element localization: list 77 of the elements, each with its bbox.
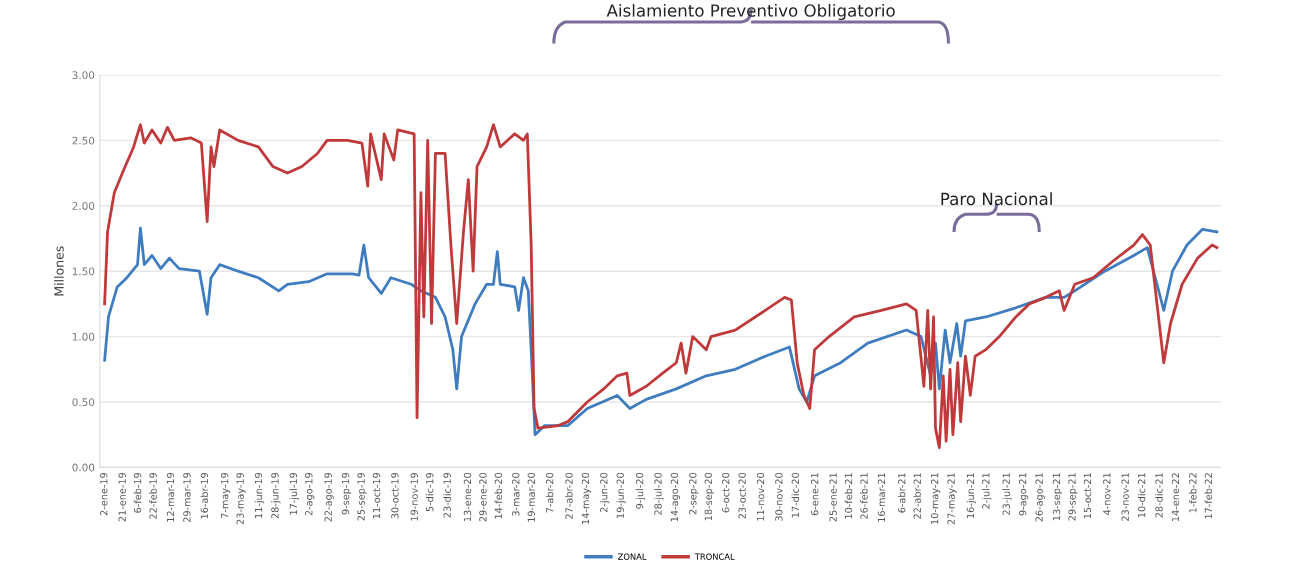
x-tick-label: 22-ago-19 — [324, 472, 334, 522]
x-tick-label: 21-ene-19 — [118, 472, 126, 522]
x-tick-label: 7-abr-20 — [545, 472, 554, 513]
legend-label: TRONCAL — [694, 553, 735, 560]
y-tick-label: 2.00 — [72, 202, 95, 210]
x-tick-label: 9-ago-21 — [1018, 473, 1029, 516]
x-tick-label: 23-nov-21 — [1121, 473, 1129, 521]
x-tick-label: 11-nov-20 — [756, 472, 765, 521]
x-tick-label: 14-feb-20 — [494, 472, 503, 519]
y-tick-label: 1.00 — [72, 332, 95, 341]
x-tick-label: 10-may-21 — [930, 473, 941, 524]
x-tick-label: 12-mar-19 — [166, 472, 175, 522]
x-tick-label: 9-jul-20 — [635, 472, 646, 509]
x-tick-label: 13-sep-21 — [1052, 473, 1063, 521]
x-tick-label: 19-jun-20 — [616, 472, 626, 518]
x-tick-label: 17-dic-20 — [791, 472, 800, 518]
x-tick-label: 23-may-19 — [236, 472, 246, 525]
x-tick-label: 23-dic-19 — [443, 472, 451, 518]
x-tick-label: 14-may-20 — [581, 472, 592, 524]
y-tick-label: 1.50 — [72, 267, 95, 276]
x-tick-label: 10-feb-21 — [844, 473, 853, 519]
text: Aislamiento Preventivo Obligatorio — [606, 3, 895, 21]
x-tick-label: 13-ene-20 — [463, 472, 472, 522]
x-tick-label: 11-jun-19 — [254, 472, 265, 518]
x-tick-label: 26-feb-21 — [860, 473, 868, 519]
x-tick-label: 28-dic-21 — [1155, 473, 1163, 518]
y-axis-title: Millones — [54, 246, 64, 296]
x-tick-label: 29-ene-20 — [479, 472, 487, 522]
x-tick-label: 14-ene-22 — [1171, 473, 1180, 522]
x-tick-label: 16-abr-19 — [200, 472, 209, 519]
x-tick-label: 10-dic-21 — [1137, 473, 1146, 518]
x-tick-label: 2-sep-20 — [689, 472, 699, 515]
x-tick-label: 30-nov-20 — [775, 472, 783, 521]
x-tick-label: 9-sep-19 — [341, 472, 352, 515]
x-tick-label: 11-oct-19 — [372, 472, 381, 519]
x-tick-label: 15-oct-21 — [1083, 473, 1092, 519]
x-tick-label: 19-nov-19 — [410, 472, 418, 521]
x-tick-label: 5-dic-19 — [425, 472, 434, 512]
x-tick-label: 16-mar-21 — [877, 473, 886, 522]
y-tick-label: 3.00 — [72, 71, 95, 80]
y-tick-label: 0.50 — [72, 398, 95, 407]
x-tick-label: 29-sep-21 — [1068, 473, 1078, 521]
x-tick-label: 6-ene-21 — [811, 473, 819, 516]
x-tick-label: 27-may-21 — [947, 473, 957, 525]
x-tick-label: 18-sep-20 — [704, 472, 714, 521]
annotation: Paro Nacional — [941, 192, 1052, 206]
x-tick-label: 6-feb-19 — [133, 472, 142, 513]
x-tick-label: 22-feb-19 — [149, 472, 157, 519]
x-tick-label: 16-jun-21 — [966, 473, 976, 518]
x-tick-label: 25-sep-19 — [357, 472, 367, 521]
x-tick-label: 23-jul-21 — [1002, 473, 1012, 515]
x-tick-label: 14-ago-20 — [670, 472, 681, 522]
x-tick-label: 28-jun-19 — [271, 472, 281, 519]
x-tick-label: 2-ene-19 — [100, 472, 108, 516]
x-tick-label: 25-ene-21 — [829, 473, 837, 522]
x-tick-label: 27-abr-20 — [565, 472, 573, 519]
x-tick-label: 23-oct-20 — [738, 472, 746, 519]
x-tick-label: 2-jul-21 — [982, 473, 992, 509]
x-tick-label: 1-feb-22 — [1189, 473, 1197, 513]
x-tick-label: 2-jun-20 — [599, 472, 610, 513]
x-tick-label: 7-may-19 — [221, 472, 231, 519]
x-tick-label: 19-mar-20 — [527, 472, 535, 522]
x-tick-label: 26-ago-21 — [1035, 473, 1045, 522]
x-tick-label: 22-abr-21 — [913, 473, 921, 519]
x-tick-label: 3-mar-20 — [512, 472, 520, 516]
y-tick-label: 0.00 — [72, 463, 95, 472]
x-tick-label: 2-ago-19 — [305, 472, 315, 516]
x-tick-label: 28-jul-20 — [654, 472, 664, 515]
x-tick-label: 6-oct-20 — [722, 472, 730, 513]
legend-label: ZONAL — [618, 553, 647, 560]
x-tick-label: 30-oct-19 — [391, 472, 399, 519]
x-tick-label: 17-jul-19 — [289, 472, 299, 515]
x-tick-label: 4-nov-21 — [1103, 473, 1111, 515]
y-tick-label: 2.50 — [72, 136, 95, 145]
x-tick-label: 17-feb-22 — [1204, 473, 1213, 519]
x-tick-label: 29-mar-19 — [183, 472, 191, 523]
x-tick-label: 6-abr-21 — [897, 473, 906, 513]
